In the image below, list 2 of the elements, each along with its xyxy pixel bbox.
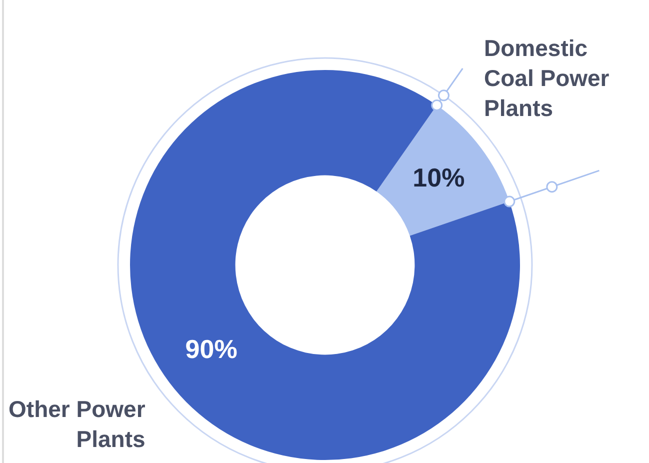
slice-label: Other Power Plants: [8, 396, 146, 452]
data-label: 90%: [185, 334, 238, 364]
